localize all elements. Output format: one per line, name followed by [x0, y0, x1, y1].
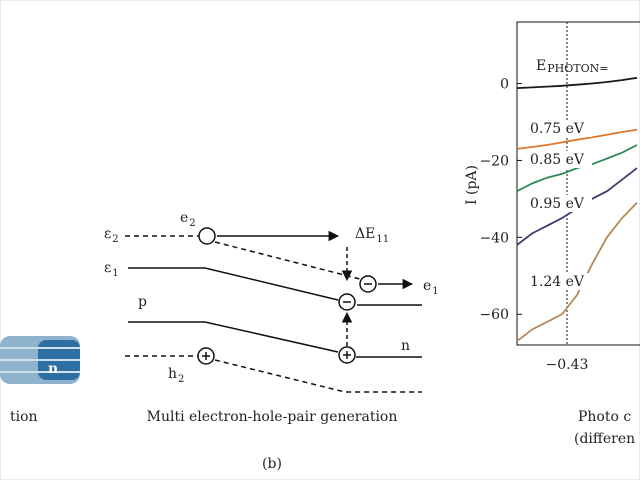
energy-label: ΔE — [355, 226, 375, 242]
carrier-label: h — [168, 366, 177, 382]
energy-label-sub: 11 — [376, 234, 389, 245]
carrier-label-sub: 2 — [189, 218, 195, 229]
carrier-label: e — [180, 210, 188, 226]
level-label: ε — [104, 226, 111, 242]
band-diagram — [125, 227, 422, 393]
series-label: 1.24 eV — [530, 274, 585, 290]
node-label: n — [48, 361, 58, 377]
plot: 0 −20 −40 −60 −0.43 0.75 eV 0.85 eV 0.95 eV 1.24… — [479, 21, 640, 373]
label-bg — [528, 195, 592, 212]
caption: tion — [10, 409, 38, 425]
x-axis-label: Photo c — [578, 409, 631, 425]
band-label: n — [401, 338, 410, 354]
y-tick-label: 0 — [500, 77, 509, 93]
y-tick-label: −40 — [479, 230, 509, 246]
series-line — [516, 144, 638, 193]
axis — [516, 21, 640, 346]
label-bg — [528, 120, 592, 137]
level-label-sub: 2 — [112, 234, 118, 245]
y-tick-label: −20 — [479, 153, 509, 169]
panel-label: (b) — [262, 456, 282, 472]
band-label: p — [138, 294, 147, 310]
label-bg — [528, 151, 592, 168]
level-label-sub: 1 — [112, 268, 118, 279]
carrier-label-sub: 2 — [178, 374, 184, 385]
annotation-sub: PHOTON= — [547, 62, 608, 75]
nanotube — [0, 336, 80, 384]
carrier-label-sub: 1 — [432, 286, 438, 297]
carrier-label: e — [423, 278, 431, 294]
label-bg — [528, 273, 592, 290]
series-label: 0.85 eV — [530, 152, 585, 168]
x-axis-label: (differen — [574, 431, 635, 447]
series-label: 0.95 eV — [530, 196, 585, 212]
series-label: 0.75 eV — [530, 121, 585, 137]
series-line — [516, 76, 638, 89]
caption: Multi electron-hole-pair generation — [147, 409, 398, 425]
y-tick-label: −60 — [479, 307, 509, 323]
x-tick-label: −0.43 — [546, 357, 589, 373]
series-line — [516, 128, 638, 150]
level-label: ε — [104, 260, 111, 276]
y-axis-label: I (pA) — [464, 165, 480, 205]
series-line — [516, 202, 638, 342]
annotation: E — [536, 58, 546, 74]
